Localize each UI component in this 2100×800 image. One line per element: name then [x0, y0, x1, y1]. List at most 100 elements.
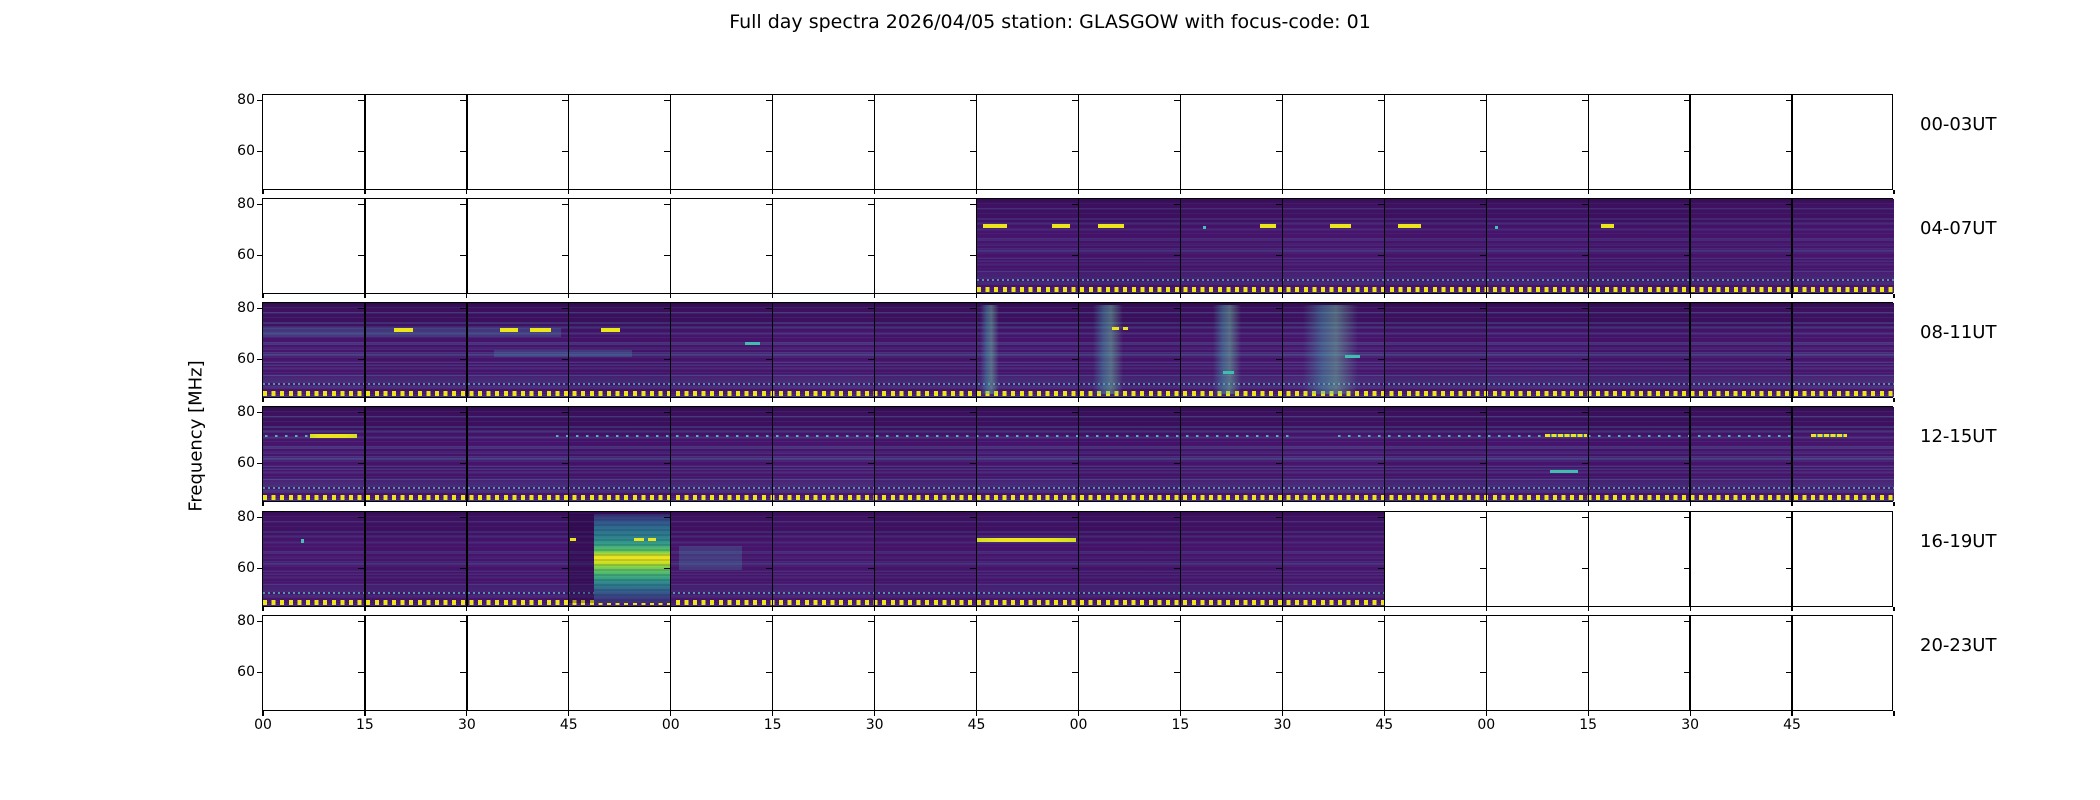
- y-tick-mark: [1173, 620, 1180, 623]
- spectral-feature-dotline: [556, 434, 1290, 438]
- panel-separator: [1179, 512, 1182, 606]
- y-tick-mark: [868, 463, 875, 465]
- spectrogram-row: 80 60 08-11UT: [237, 300, 1996, 402]
- y-tick-mark: [256, 516, 263, 519]
- spectral-feature-yline: [309, 434, 357, 439]
- x-tick-mark: [1281, 711, 1283, 716]
- y-tick-mark: [1581, 99, 1588, 102]
- y-tick-mark: [1683, 516, 1690, 519]
- panel-separator: [1587, 303, 1589, 397]
- y-tick-mark: [1683, 307, 1690, 310]
- y-tick-mark: [1072, 411, 1078, 414]
- panel-separator: [1587, 616, 1589, 710]
- y-tick-mark: [766, 568, 773, 570]
- y-tick-mark: [664, 203, 671, 206]
- y-tick-mark: [868, 568, 875, 570]
- x-tick-label: 30: [1273, 717, 1292, 733]
- spectrogram-data: [263, 512, 1385, 606]
- x-tick-mark: [1689, 711, 1691, 716]
- spectral-feature-ydash: [1544, 433, 1587, 437]
- y-tick-mark: [1479, 255, 1486, 257]
- x-tick-mark: [1485, 398, 1487, 402]
- spectral-feature-gdash: [1344, 354, 1360, 358]
- y-tick-mark: [460, 463, 467, 465]
- y-tick-mark: [358, 463, 365, 465]
- x-tick-mark: [1383, 502, 1385, 506]
- y-tick-mark: [1275, 463, 1282, 465]
- y-tick-mark: [766, 307, 773, 310]
- y-tick-mark: [1377, 307, 1384, 310]
- y-tick-mark: [460, 411, 467, 414]
- panel-separator: [1689, 303, 1691, 397]
- y-tick-mark: [358, 203, 365, 206]
- x-tick-mark: [874, 190, 876, 194]
- y-tick-mark: [256, 151, 263, 153]
- row-label: 16-19UT: [1920, 531, 1997, 552]
- y-tick-mark: [256, 620, 263, 623]
- y-tick-mark: [1581, 672, 1588, 674]
- y-tick-mark: [1581, 359, 1588, 361]
- y-tick-mark: [1479, 672, 1486, 674]
- panel-separator: [1689, 407, 1691, 501]
- y-tick-mark: [1683, 568, 1690, 570]
- y-tick-mark: [1479, 203, 1486, 206]
- spectral-feature-vband: [1302, 304, 1358, 395]
- x-tick-mark: [1281, 502, 1283, 506]
- panel-separator: [873, 199, 876, 293]
- spectrogram-row: 80 60 20-23UT 00 15 30 45 00 15 30 45 00 15 30 45 00 15 3…: [237, 613, 1996, 733]
- panel-separator: [1689, 616, 1691, 710]
- y-tick-mark: [1173, 411, 1180, 414]
- row-label: 20-23UT: [1920, 635, 1997, 656]
- spectrogram-row: 80 60 00-03UT: [237, 92, 1996, 194]
- x-tick-mark: [1893, 607, 1895, 611]
- y-tick-mark: [1785, 568, 1792, 570]
- x-tick-label: 45: [1783, 717, 1801, 733]
- y-tick-mark: [1173, 307, 1180, 310]
- y-tick-mark: [460, 672, 467, 674]
- panel-separator: [975, 407, 978, 501]
- y-tick-mark: [1581, 516, 1588, 519]
- panel-separator: [466, 95, 468, 189]
- y-tick-mark: [562, 151, 569, 153]
- y-tick-mark: [460, 203, 467, 206]
- panel-separator: [670, 95, 672, 189]
- x-tick-mark: [262, 294, 264, 298]
- y-tick-mark: [1377, 255, 1384, 257]
- y-tick-mark: [460, 151, 467, 153]
- panel-separator: [568, 199, 570, 293]
- x-tick-mark: [975, 607, 978, 611]
- y-tick-mark: [664, 411, 671, 414]
- panel-separator: [1791, 407, 1793, 501]
- x-tick-mark: [1893, 502, 1895, 506]
- y-tick-mark: [766, 620, 773, 623]
- x-tick-mark: [568, 294, 570, 298]
- x-tick-label: 30: [865, 717, 884, 733]
- y-tick-mark: [1683, 463, 1690, 465]
- y-tick-mark: [1275, 568, 1282, 570]
- y-tick-mark: [970, 255, 977, 257]
- x-tick-mark: [772, 607, 774, 611]
- panel-separator: [1485, 616, 1487, 710]
- y-tick-mark: [1173, 568, 1180, 570]
- y-tick-mark: [460, 255, 467, 257]
- panel-separator: [1179, 407, 1182, 501]
- y-tick-mark: [1072, 99, 1078, 102]
- y-tick-mark: [1072, 672, 1078, 674]
- spectrogram-row: 80 60 04-07UT: [237, 196, 1996, 298]
- spectral-feature-ydash: [983, 224, 1008, 228]
- x-tick-label: 45: [559, 717, 578, 733]
- x-tick-mark: [364, 190, 366, 194]
- panel-separator: [364, 512, 366, 606]
- spectral-feature-hband: [493, 350, 632, 357]
- panel-separator: [1689, 512, 1691, 606]
- y-tick-mark: [1479, 307, 1486, 310]
- panel-separator: [364, 199, 366, 293]
- panel-separator: [1281, 95, 1284, 189]
- y-tick-mark: [868, 203, 875, 206]
- y-tick-mark: [1173, 99, 1180, 102]
- y-tick-mark: [664, 151, 671, 153]
- x-tick-mark: [1791, 398, 1793, 402]
- x-tick-label: 00: [1477, 717, 1496, 733]
- x-tick-mark: [670, 711, 672, 716]
- panel-separator: [975, 512, 978, 606]
